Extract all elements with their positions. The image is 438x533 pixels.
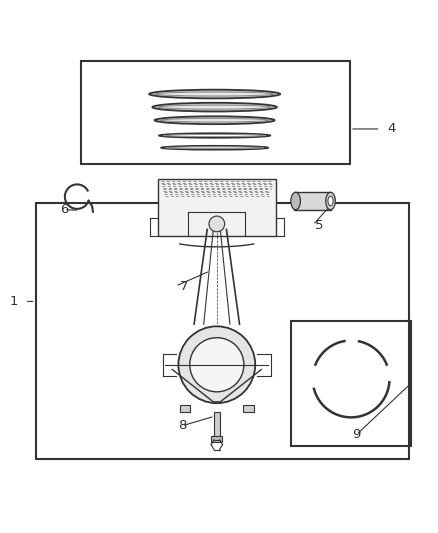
Bar: [35, 203, 409, 458]
Bar: [180, 405, 190, 412]
Ellipse shape: [152, 103, 277, 111]
Circle shape: [190, 338, 244, 392]
Ellipse shape: [159, 105, 271, 109]
Circle shape: [178, 326, 255, 403]
Bar: [81, 61, 350, 164]
Text: 9: 9: [352, 428, 361, 441]
Bar: [294, 192, 332, 210]
Ellipse shape: [155, 92, 274, 96]
Circle shape: [209, 216, 225, 232]
Bar: [214, 412, 219, 438]
Ellipse shape: [161, 118, 268, 122]
Ellipse shape: [155, 116, 275, 124]
Text: 1: 1: [10, 295, 18, 308]
Bar: [244, 405, 254, 412]
Bar: [211, 436, 223, 442]
Ellipse shape: [326, 192, 336, 210]
Text: 7: 7: [180, 280, 188, 293]
Text: 6: 6: [60, 203, 68, 216]
Polygon shape: [158, 179, 276, 236]
Ellipse shape: [328, 196, 333, 206]
Text: 5: 5: [315, 219, 324, 231]
Text: 4: 4: [387, 123, 396, 135]
Ellipse shape: [291, 192, 300, 210]
Bar: [291, 321, 411, 446]
Text: 8: 8: [178, 419, 186, 432]
Ellipse shape: [149, 90, 280, 99]
